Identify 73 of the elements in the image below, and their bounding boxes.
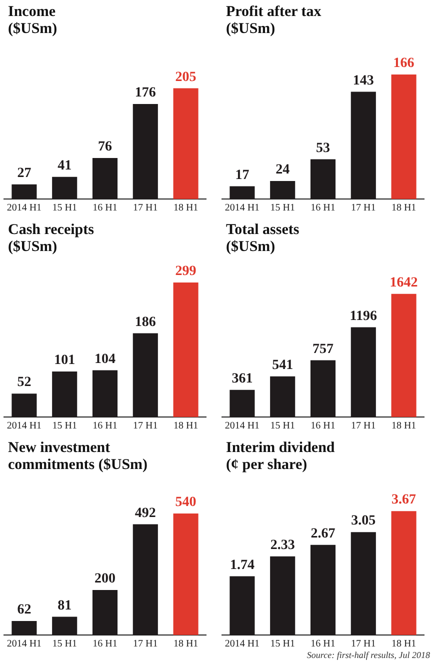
x-tick-label: 2014 H1 — [6, 420, 42, 432]
x-tick-label: 15 H1 — [52, 638, 77, 650]
source-note: Source: first-half results, Jul 2018 — [306, 650, 430, 660]
data-label: 540 — [175, 495, 196, 510]
data-label: 757 — [312, 342, 334, 357]
bar — [173, 282, 198, 417]
chart-title: New investment commitments ($USm) — [7, 439, 149, 475]
data-label: 52 — [17, 375, 32, 390]
bar — [173, 88, 198, 199]
data-label: 2.33 — [270, 538, 295, 553]
data-label: 1.74 — [230, 558, 254, 573]
data-label: 24 — [276, 162, 290, 178]
bar — [173, 514, 198, 635]
data-label: 176 — [134, 86, 156, 101]
x-tick-label: 16 H1 — [310, 638, 336, 650]
x-tick-label: 16 H1 — [92, 420, 118, 432]
x-tick-label: 15 H1 — [270, 202, 295, 214]
data-label: 166 — [393, 56, 414, 72]
data-label: 1196 — [350, 308, 378, 324]
x-tick-label: 2014 H1 — [224, 202, 260, 214]
x-tick-label: 16 H1 — [92, 202, 118, 214]
x-tick-label: 18 H1 — [391, 638, 416, 650]
data-label: 3.67 — [392, 492, 416, 508]
x-tick-label: 2014 H1 — [224, 638, 260, 650]
x-tick-label: 16 H1 — [310, 420, 336, 432]
data-label: 1642 — [390, 275, 418, 290]
data-label: 143 — [352, 73, 374, 88]
data-label: 76 — [98, 140, 112, 155]
x-tick-label: 16 H1 — [310, 202, 336, 214]
bar — [391, 511, 416, 635]
data-label: 541 — [272, 358, 294, 374]
x-tick-label: 16 H1 — [92, 638, 118, 650]
bar — [391, 294, 416, 417]
x-tick-label: 18 H1 — [173, 420, 198, 432]
x-tick-label: 2014 H1 — [6, 202, 42, 214]
data-label: 186 — [134, 314, 156, 330]
x-tick-label: 18 H1 — [173, 202, 198, 214]
data-label: 53 — [316, 140, 330, 156]
data-label: 200 — [94, 572, 116, 587]
data-label: 104 — [94, 352, 116, 367]
x-tick-label: 15 H1 — [52, 202, 77, 214]
data-label: 17 — [235, 168, 250, 183]
chart-title: Total assets ($USm) — [225, 221, 300, 257]
x-tick-label: 17 H1 — [133, 202, 158, 214]
data-label: 3.05 — [351, 514, 376, 529]
chart-title: Profit after tax ($USm) — [225, 3, 322, 39]
x-tick-label: 17 H1 — [351, 202, 376, 214]
x-tick-label: 18 H1 — [391, 202, 416, 214]
data-label: 361 — [232, 372, 253, 387]
data-label: 27 — [17, 166, 32, 182]
data-label: 62 — [17, 602, 32, 618]
x-tick-label: 2014 H1 — [224, 420, 260, 432]
x-tick-label: 2014 H1 — [6, 638, 42, 650]
x-tick-label: 18 H1 — [391, 420, 416, 432]
x-tick-label: 15 H1 — [270, 420, 295, 432]
data-label: 41 — [58, 158, 72, 174]
data-label: 2.67 — [310, 526, 336, 542]
x-tick-label: 17 H1 — [133, 638, 158, 650]
x-tick-label: 17 H1 — [351, 420, 376, 432]
data-label: 205 — [175, 70, 196, 85]
x-tick-label: 15 H1 — [52, 420, 77, 432]
data-label: 492 — [134, 506, 156, 521]
chart-title: Income ($USm) — [7, 3, 58, 39]
x-tick-label: 15 H1 — [270, 638, 295, 650]
x-tick-label: 18 H1 — [173, 638, 198, 650]
chart-title: Interim dividend (¢ per share) — [225, 439, 336, 475]
x-tick-label: 17 H1 — [351, 638, 376, 650]
data-label: 101 — [54, 353, 76, 368]
bar — [391, 74, 416, 199]
data-label: 299 — [175, 264, 196, 280]
chart-title: Cash receipts ($USm) — [7, 221, 95, 257]
data-label: 81 — [58, 598, 72, 614]
x-tick-label: 17 H1 — [133, 420, 158, 432]
